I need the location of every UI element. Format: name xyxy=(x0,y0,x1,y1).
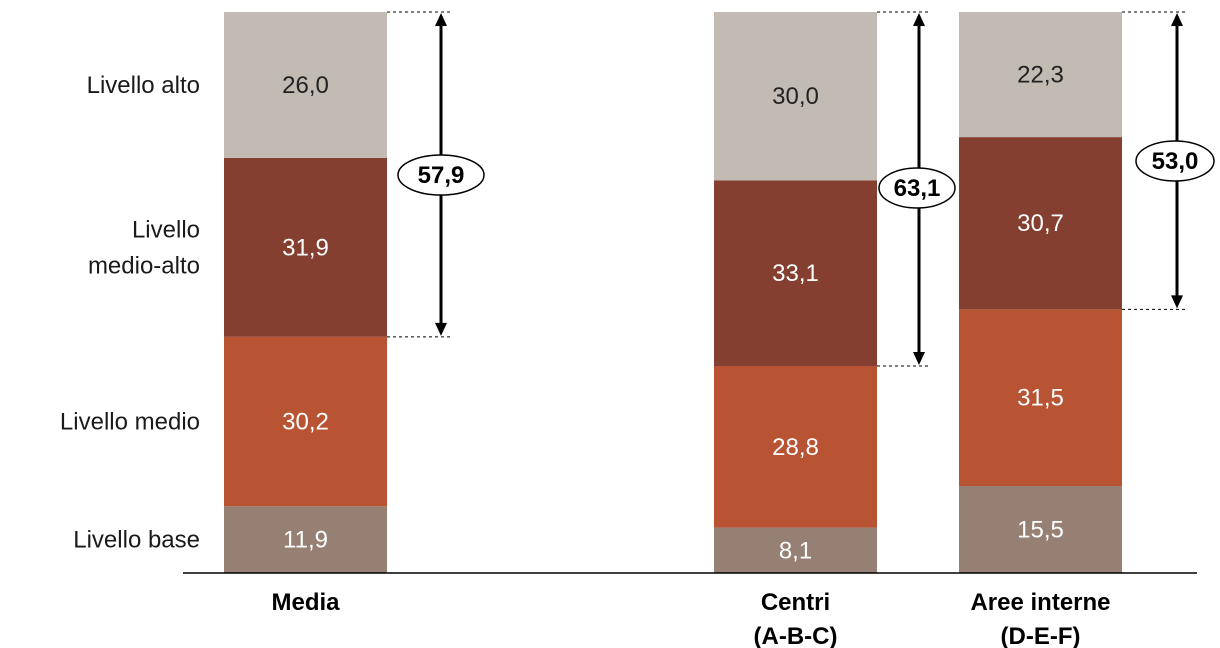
total-value: 63,1 xyxy=(894,175,941,202)
level-label-livello-alto: Livello alto xyxy=(87,72,200,99)
total-bracket: 63,1 xyxy=(877,11,956,367)
arrow-up-icon xyxy=(913,13,925,26)
total-bracket: 53,0 xyxy=(1122,11,1215,310)
arrow-up-icon xyxy=(435,13,447,26)
total-brackets: 57,9 63,1 53,0 xyxy=(387,11,1215,367)
arrow-down-icon xyxy=(435,322,447,336)
segment-value-labels: 11,9 30,2 31,9 26,0 8,1 28,8 33,1 30,0 15,5 31,5 3… xyxy=(282,62,1064,565)
category-labels: Media Centri (A-B-C) Aree interne (D-E-F) xyxy=(271,589,1110,648)
data-label: 11,9 xyxy=(283,527,328,554)
data-label: 15,5 xyxy=(1017,517,1064,544)
total-badge xyxy=(1135,140,1215,182)
category-label-centri: Centri (A-B-C) xyxy=(754,589,838,648)
data-label: 26,0 xyxy=(282,72,329,99)
data-label: 30,2 xyxy=(282,409,329,436)
bar-aree-interne-livello-medio-alto xyxy=(959,137,1122,310)
arrow-down-icon xyxy=(913,351,925,365)
category-label-media: Media xyxy=(271,589,340,616)
bar-media-livello-medio xyxy=(224,336,387,507)
data-label: 31,9 xyxy=(282,234,329,261)
total-badge xyxy=(397,154,485,196)
bar-aree-interne-livello-base xyxy=(959,486,1122,573)
arrow-up-icon xyxy=(1171,13,1183,26)
level-label-livello-medio-alto: Livello medio-alto xyxy=(88,216,200,279)
arrow-down-icon xyxy=(1171,295,1183,309)
data-label: 8,1 xyxy=(779,537,812,564)
data-label: 30,0 xyxy=(772,83,819,110)
bar-centri-livello-base xyxy=(714,527,877,573)
category-label-aree-interne: Aree interne (D-E-F) xyxy=(970,589,1110,648)
bar-centri-livello-alto xyxy=(714,12,877,181)
level-labels: Livello base Livello medio Livello medio-al… xyxy=(60,72,200,554)
bar-media-livello-base xyxy=(224,506,387,573)
bar-media-livello-alto xyxy=(224,12,387,158)
bar-aree-interne-livello-medio xyxy=(959,309,1122,487)
total-value: 53,0 xyxy=(1152,148,1199,175)
bar-media-livello-medio-alto xyxy=(224,157,387,337)
level-label-livello-base: Livello base xyxy=(73,527,200,554)
data-label: 30,7 xyxy=(1017,210,1064,237)
bar-centri-livello-medio-alto xyxy=(714,180,877,366)
level-label-livello-medio: Livello medio xyxy=(60,409,200,436)
total-badge xyxy=(878,167,956,209)
total-value: 57,9 xyxy=(418,162,465,189)
data-label: 28,8 xyxy=(772,434,819,461)
bar-centri-livello-medio xyxy=(714,365,877,528)
data-label: 33,1 xyxy=(772,260,819,287)
bar-aree-interne-livello-alto xyxy=(959,12,1122,138)
bar-segments xyxy=(224,12,1122,573)
total-bracket: 57,9 xyxy=(387,11,485,338)
data-label: 22,3 xyxy=(1017,62,1064,89)
data-label: 31,5 xyxy=(1017,385,1064,412)
